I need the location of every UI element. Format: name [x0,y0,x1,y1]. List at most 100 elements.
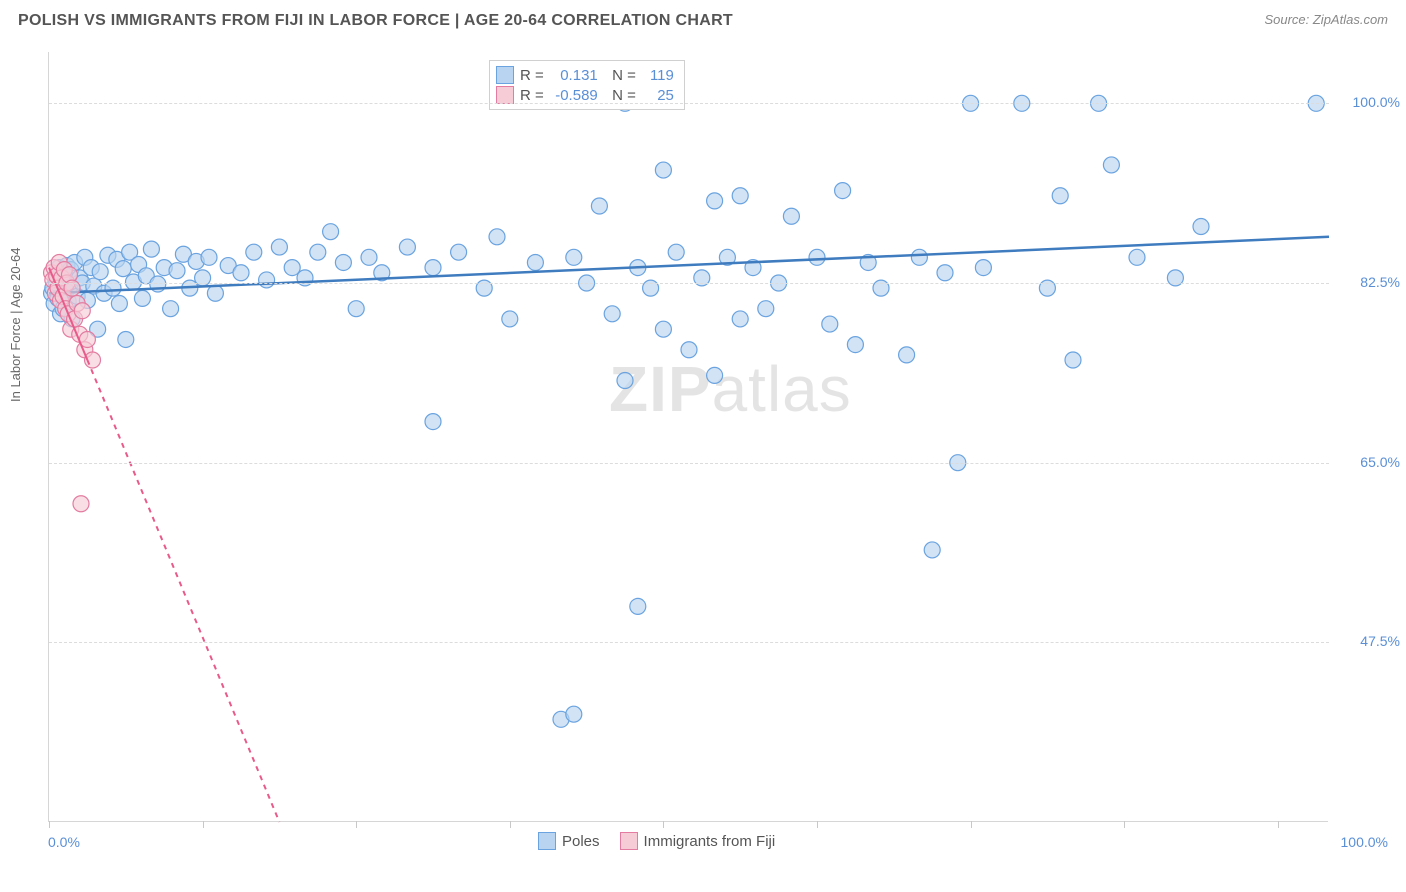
scatter-point [259,272,275,288]
y-tick-label: 82.5% [1360,274,1400,290]
scatter-point [425,414,441,430]
scatter-point [937,265,953,281]
chart-title: POLISH VS IMMIGRANTS FROM FIJI IN LABOR … [18,12,1388,30]
stat-label: N = [604,67,636,84]
x-tick [1124,821,1125,828]
scatter-point [115,261,131,277]
scatter-point [707,193,723,209]
stats-row: R = -0.589 N = 25 [496,85,674,105]
scatter-point [566,706,582,722]
bottom-legend: Poles Immigrants from Fiji [538,832,775,850]
scatter-point [233,265,249,281]
scatter-point [1052,188,1068,204]
scatter-point [758,301,774,317]
stat-label: R = [520,67,544,84]
scatter-point [1065,352,1081,368]
scatter-point [163,301,179,317]
scatter-point [361,249,377,265]
scatter-point [348,301,364,317]
scatter-point [617,373,633,389]
y-tick-label: 47.5% [1360,633,1400,649]
legend-label: Poles [562,833,600,850]
x-axis-min-label: 0.0% [48,834,80,850]
scatter-point [271,239,287,255]
legend-label: Immigrants from Fiji [644,833,776,850]
scatter-point [655,162,671,178]
legend-item: Immigrants from Fiji [620,832,776,850]
scatter-point [668,244,684,260]
scatter-point [74,303,90,319]
stat-n-value: 25 [642,87,674,104]
scatter-point [92,264,108,280]
scatter-point [655,321,671,337]
x-tick [971,821,972,828]
scatter-point [1193,219,1209,235]
trend-line [87,360,279,822]
scatter-point [911,249,927,265]
scatter-point [143,241,159,257]
scatter-point [732,188,748,204]
scatter-point [310,244,326,260]
x-tick [49,821,50,828]
y-tick-label: 100.0% [1353,94,1400,110]
stat-n-value: 119 [642,67,674,84]
scatter-point [169,263,185,279]
plot-area: ZIPatlas R =0.131 N =119R =-0.589 N =25 … [48,52,1328,822]
stat-r-value: -0.589 [550,87,598,104]
scatter-point [527,254,543,270]
scatter-point [847,337,863,353]
legend-swatch [496,86,514,104]
scatter-point [451,244,467,260]
scatter-point [835,183,851,199]
x-axis-max-label: 100.0% [1341,834,1388,850]
stats-row: R = 0.131 N = 119 [496,65,674,85]
stat-label: R = [520,87,544,104]
x-tick [510,821,511,828]
scatter-point [630,598,646,614]
legend-item: Poles [538,832,600,850]
scatter-point [975,260,991,276]
scatter-point [425,260,441,276]
x-tick [356,821,357,828]
scatter-point [822,316,838,332]
y-tick-label: 65.0% [1360,454,1400,470]
legend-swatch [620,832,638,850]
scatter-point [1129,249,1145,265]
scatter-point [783,208,799,224]
scatter-point [246,244,262,260]
scatter-point [566,249,582,265]
gridline [49,642,1329,643]
x-tick [663,821,664,828]
scatter-point [73,496,89,512]
plot-svg [49,52,1329,822]
legend-swatch [496,66,514,84]
plot-container: ZIPatlas R =0.131 N =119R =-0.589 N =25 … [48,52,1328,822]
source-attribution: Source: ZipAtlas.com [1264,12,1388,27]
x-tick [1278,821,1279,828]
scatter-point [899,347,915,363]
scatter-point [201,249,217,265]
scatter-point [489,229,505,245]
scatter-point [111,296,127,312]
scatter-point [604,306,620,322]
legend-swatch [538,832,556,850]
scatter-point [134,290,150,306]
scatter-point [323,224,339,240]
x-tick [203,821,204,828]
stat-label: N = [604,87,636,104]
gridline [49,103,1329,104]
scatter-point [707,367,723,383]
gridline [49,283,1329,284]
scatter-point [681,342,697,358]
scatter-point [399,239,415,255]
stat-r-value: 0.131 [550,67,598,84]
scatter-point [207,285,223,301]
scatter-point [502,311,518,327]
scatter-point [118,331,134,347]
scatter-point [1103,157,1119,173]
scatter-point [335,254,351,270]
gridline [49,463,1329,464]
scatter-point [924,542,940,558]
scatter-point [809,249,825,265]
scatter-point [591,198,607,214]
